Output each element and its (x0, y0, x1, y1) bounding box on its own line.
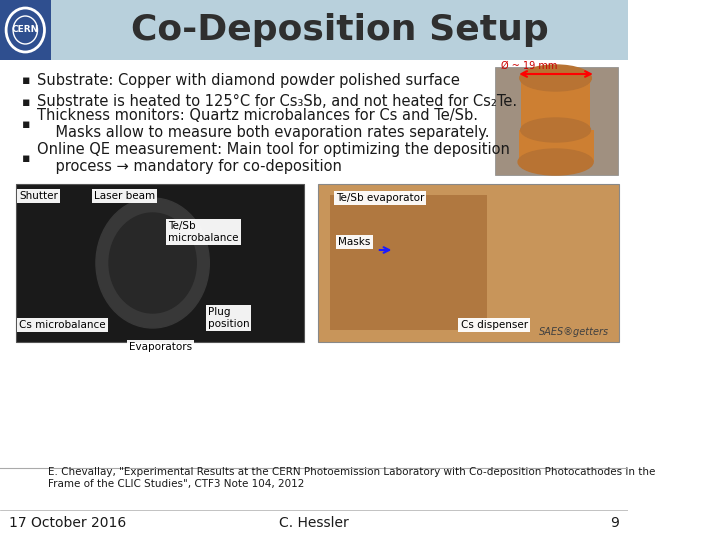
Text: Co-Deposition Setup: Co-Deposition Setup (131, 13, 549, 47)
Ellipse shape (521, 118, 590, 142)
FancyBboxPatch shape (0, 0, 50, 60)
Text: CERN: CERN (12, 25, 39, 35)
Text: Ø ~ 19 mm: Ø ~ 19 mm (500, 61, 557, 71)
Text: ▪: ▪ (22, 73, 30, 86)
FancyBboxPatch shape (0, 0, 628, 60)
Text: C. Hessler: C. Hessler (279, 516, 349, 530)
Text: Substrate is heated to 125°C for Cs₃Sb, and not heated for Cs₂Te.: Substrate is heated to 125°C for Cs₃Sb, … (37, 94, 517, 110)
Text: Shutter: Shutter (19, 191, 58, 201)
Text: ▪: ▪ (22, 118, 30, 131)
Text: Cs microbalance: Cs microbalance (19, 320, 106, 330)
FancyBboxPatch shape (16, 184, 304, 342)
Text: Te/Sb
microbalance: Te/Sb microbalance (168, 221, 239, 243)
Text: Te/Sb evaporator: Te/Sb evaporator (336, 193, 424, 203)
FancyBboxPatch shape (330, 195, 487, 330)
Text: Cs dispenser: Cs dispenser (461, 320, 528, 330)
Text: Online QE measurement: Main tool for optimizing the deposition
    process → man: Online QE measurement: Main tool for opt… (37, 142, 510, 174)
Text: ▪: ▪ (22, 152, 30, 165)
Text: Masks: Masks (338, 237, 371, 247)
Text: Thickness monitors: Quartz microbalances for Cs and Te/Sb.
    Masks allow to me: Thickness monitors: Quartz microbalances… (37, 108, 489, 140)
Ellipse shape (518, 149, 593, 175)
Text: Plug
position: Plug position (207, 307, 249, 329)
Text: ▪: ▪ (22, 96, 30, 109)
FancyBboxPatch shape (495, 67, 618, 175)
Ellipse shape (520, 65, 591, 91)
FancyBboxPatch shape (318, 184, 619, 342)
Text: Laser beam: Laser beam (94, 191, 156, 201)
Text: SAES®getters: SAES®getters (539, 327, 609, 337)
Text: Substrate: Copper with diamond powder polished surface: Substrate: Copper with diamond powder po… (37, 72, 459, 87)
FancyBboxPatch shape (519, 130, 594, 162)
Text: 17 October 2016: 17 October 2016 (9, 516, 126, 530)
Text: 9: 9 (611, 516, 619, 530)
FancyBboxPatch shape (521, 78, 590, 130)
Circle shape (96, 198, 210, 328)
Circle shape (109, 213, 197, 313)
Text: Evaporators: Evaporators (129, 342, 192, 352)
Text: E. Chevallay, "Experimental Results at the CERN Photoemission Laboratory with Co: E. Chevallay, "Experimental Results at t… (48, 467, 655, 489)
